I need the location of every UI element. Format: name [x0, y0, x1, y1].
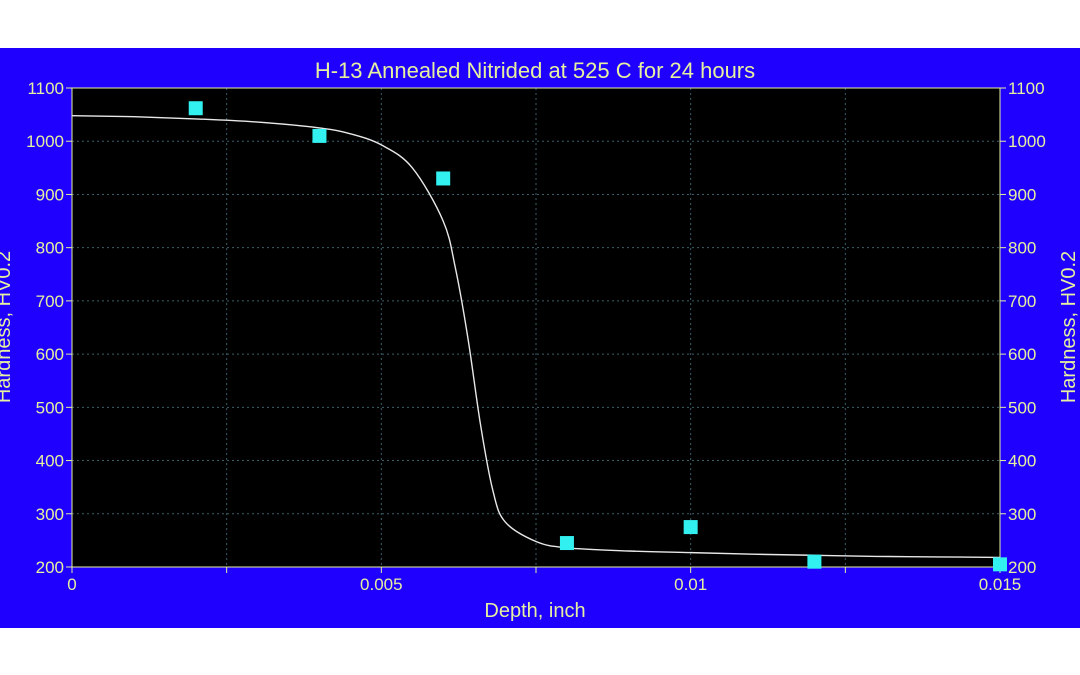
- y-tick-label-right: 900: [1008, 185, 1036, 204]
- plot-area: [72, 88, 1000, 567]
- x-tick-label: 0.01: [674, 575, 707, 594]
- y-tick-label-left: 500: [36, 398, 64, 417]
- hardness-chart: H-13 Annealed Nitrided at 525 C for 24 h…: [0, 58, 1080, 622]
- fit-curve-layer: [71, 115, 1001, 559]
- y-tick-label-right: 300: [1008, 505, 1036, 524]
- x-tick-label: 0.005: [360, 575, 403, 594]
- y-tick-label-left: 1000: [26, 132, 64, 151]
- plot-frame: [71, 87, 1001, 568]
- data-point-marker: [993, 557, 1007, 572]
- chart-panel: H-13 Annealed Nitrided at 525 C for 24 h…: [0, 48, 1080, 628]
- y-tick-label-right: 600: [1008, 345, 1036, 364]
- data-point-marker: [683, 520, 698, 535]
- y-tick-label-right: 800: [1008, 239, 1036, 258]
- y-tick-label-left: 900: [36, 185, 64, 204]
- y-axis-title-right: Hardness, HV0.2: [1058, 251, 1080, 403]
- y-tick-label-left: 1100: [27, 79, 64, 98]
- data-point-marker: [559, 536, 574, 551]
- y-tick-label-right: 500: [1008, 398, 1036, 417]
- data-point-marker: [312, 128, 327, 143]
- y-tick-label-right: 1000: [1008, 132, 1046, 151]
- y-tick-label-left: 200: [36, 558, 64, 577]
- chart-title: H-13 Annealed Nitrided at 525 C for 24 h…: [315, 58, 755, 83]
- data-point-marker: [807, 554, 822, 569]
- axes: [66, 87, 1006, 573]
- y-tick-label-left: 300: [36, 505, 64, 524]
- y-tick-label-left: 400: [36, 452, 64, 471]
- tick-labels: 200 200 300 300 400 400 500 500 600 600 700 700 800 8…: [26, 79, 1046, 594]
- y-axis-title-left: Hardness, HV0.2: [0, 251, 15, 403]
- y-tick-label-right: 400: [1008, 452, 1036, 471]
- data-point-marker: [436, 171, 451, 186]
- y-tick-label-left: 800: [36, 239, 64, 258]
- y-tick-label-right: 1100: [1008, 79, 1045, 98]
- x-tick-label: 0: [67, 575, 76, 594]
- x-axis-title: Depth, inch: [484, 600, 585, 622]
- fit-curve: [71, 115, 1001, 559]
- y-tick-label-right: 200: [1008, 558, 1036, 577]
- data-point-marker: [188, 101, 203, 116]
- y-tick-label-left: 600: [36, 345, 64, 364]
- data-markers: [188, 101, 1007, 572]
- x-tick-label: 0.015: [979, 575, 1022, 594]
- y-tick-label-left: 700: [36, 292, 64, 311]
- y-tick-label-right: 700: [1008, 292, 1036, 311]
